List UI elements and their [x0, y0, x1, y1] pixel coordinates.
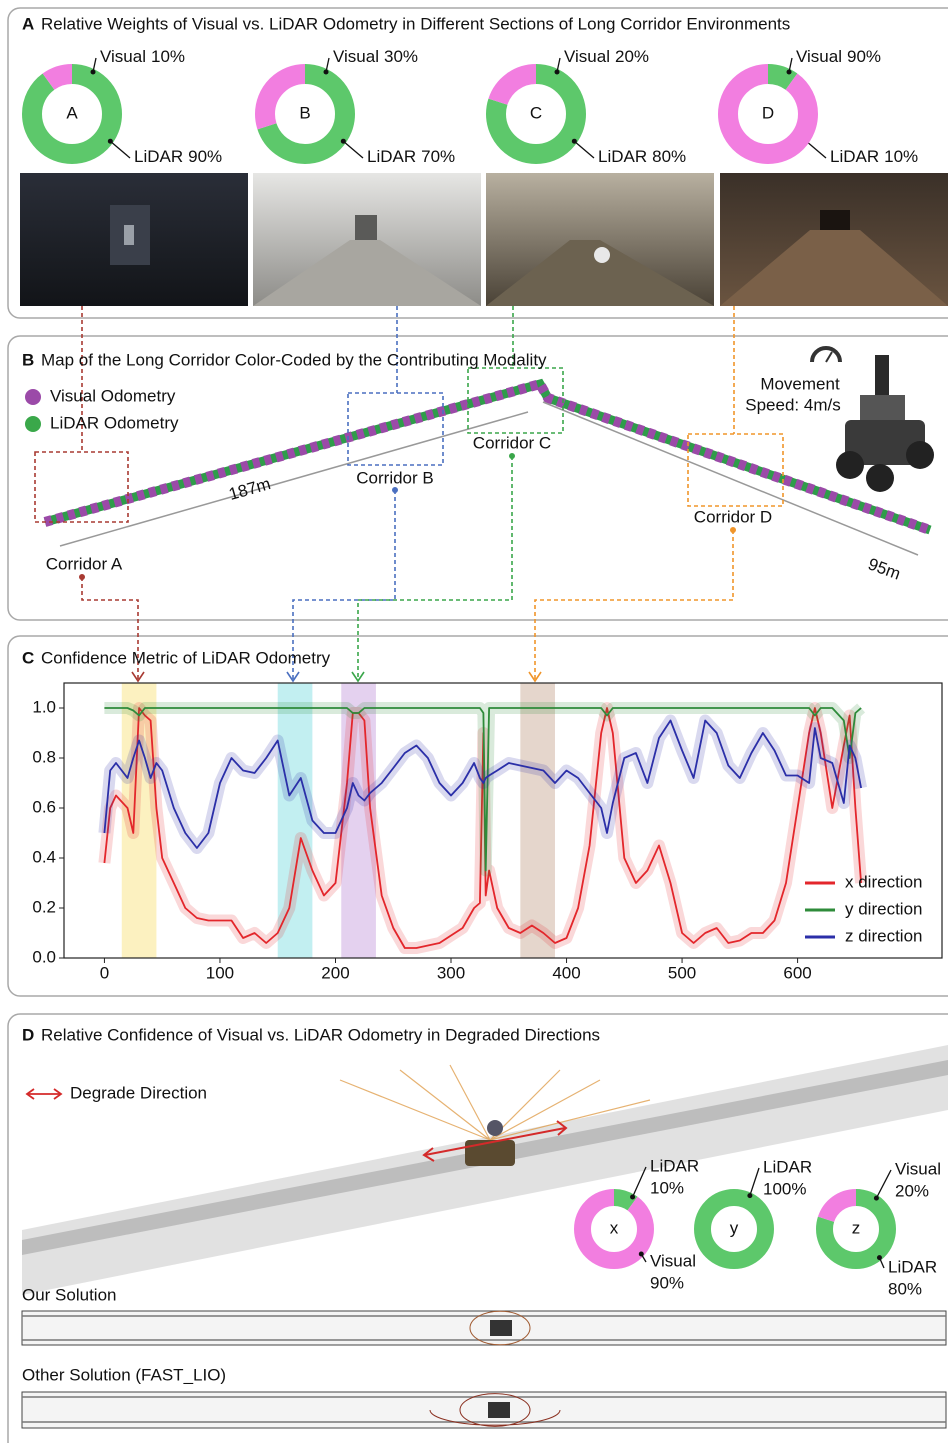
segment-name: Visual: [650, 1251, 696, 1270]
donut-label: C: [530, 103, 542, 122]
segment-value: 90%: [188, 147, 222, 166]
panel-letter: D: [22, 1025, 34, 1044]
segment-name: Visual: [333, 47, 379, 66]
figure: A Relative Weights of Visual vs. LiDAR Od…: [0, 0, 948, 1443]
y-tick-label: 0.8: [32, 747, 56, 766]
y-tick-label: 0.0: [32, 947, 56, 966]
legend-label: Visual Odometry: [50, 386, 176, 405]
panel-letter: A: [22, 14, 34, 33]
segment-name: LiDAR: [367, 147, 416, 166]
speed-label: Speed: 4m/s: [745, 395, 840, 414]
donut-label: x: [610, 1218, 619, 1237]
segment-name: LiDAR: [888, 1257, 937, 1276]
panel-title: Confidence Metric of LiDAR Odometry: [41, 648, 331, 667]
segment-value: 10%: [884, 147, 918, 166]
x-tick-label: 200: [321, 963, 349, 982]
segment-value: 90%: [847, 47, 881, 66]
segment-name: LiDAR: [598, 147, 647, 166]
solution-label: Other Solution (FAST_LIO): [22, 1365, 226, 1384]
segment-label: LiDAR 90%: [134, 147, 222, 166]
speed-label: Movement: [760, 374, 840, 393]
segment-value: 10%: [151, 47, 185, 66]
corridor-label: Corridor C: [473, 433, 551, 452]
y-tick-label: 0.2: [32, 897, 56, 916]
segment-name: Visual: [796, 47, 842, 66]
segment-value: 70%: [421, 147, 455, 166]
x-tick-label: 100: [206, 963, 234, 982]
segment-name: LiDAR: [830, 147, 879, 166]
segment-value: 100%: [763, 1179, 806, 1198]
segment-label: LiDAR 70%: [367, 147, 455, 166]
donut-label: B: [299, 103, 310, 122]
segment-name: Visual: [564, 47, 610, 66]
segment-label: Visual 20%: [564, 47, 649, 66]
segment-value: 20%: [895, 1181, 929, 1200]
legend-label: x direction: [845, 872, 922, 891]
corridor-label: Corridor D: [694, 507, 772, 526]
y-tick-label: 1.0: [32, 697, 56, 716]
segment-name: Visual: [100, 47, 146, 66]
donut-label: A: [66, 103, 78, 122]
x-tick-label: 300: [437, 963, 465, 982]
corridor-label: Corridor A: [46, 554, 123, 573]
segment-label: Visual 30%: [333, 47, 418, 66]
segment-label: Visual 10%: [100, 47, 185, 66]
segment-name: LiDAR: [763, 1157, 812, 1176]
x-tick-label: 400: [552, 963, 580, 982]
legend-label: y direction: [845, 899, 922, 918]
y-tick-label: 0.4: [32, 847, 56, 866]
donut-label: z: [852, 1218, 861, 1237]
segment-value: 20%: [615, 47, 649, 66]
segment-value: 30%: [384, 47, 418, 66]
segment-label: LiDAR 10%: [830, 147, 918, 166]
segment-name: LiDAR: [650, 1156, 699, 1175]
degrade-label: Degrade Direction: [70, 1083, 207, 1102]
x-tick-label: 600: [783, 963, 811, 982]
segment-value: 80%: [652, 147, 686, 166]
panel-letter: C: [22, 648, 34, 667]
segment-name: LiDAR: [134, 147, 183, 166]
panel-title: Relative Confidence of Visual vs. LiDAR …: [41, 1025, 600, 1044]
segment-label: Visual 90%: [796, 47, 881, 66]
legend-swatch: [25, 416, 41, 432]
legend-label: z direction: [845, 926, 922, 945]
legend-swatch: [25, 389, 41, 405]
highlight-band: [520, 683, 555, 958]
panel-title: Map of the Long Corridor Color-Coded by …: [41, 350, 547, 369]
segment-value: 90%: [650, 1273, 684, 1292]
panel-letter: B: [22, 350, 34, 369]
donut-label: y: [730, 1218, 739, 1237]
solution-label: Our Solution: [22, 1285, 117, 1304]
x-tick-label: 500: [668, 963, 696, 982]
segment-value: 10%: [650, 1178, 684, 1197]
donut-label: D: [762, 103, 774, 122]
panel-title: Relative Weights of Visual vs. LiDAR Odo…: [41, 14, 790, 33]
segment-value: 80%: [888, 1279, 922, 1298]
x-tick-label: 0: [100, 963, 109, 982]
segment-label: LiDAR 80%: [598, 147, 686, 166]
y-tick-label: 0.6: [32, 797, 56, 816]
segment-name: Visual: [895, 1159, 941, 1178]
corridor-label: Corridor B: [356, 468, 433, 487]
legend-label: LiDAR Odometry: [50, 413, 179, 432]
